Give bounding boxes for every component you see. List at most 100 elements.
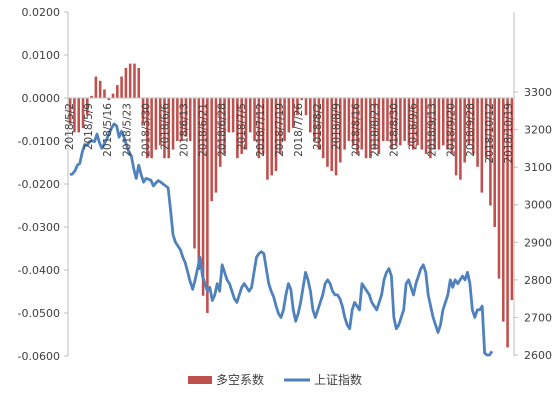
bar <box>471 98 475 154</box>
bar <box>120 76 123 98</box>
bar <box>476 98 479 167</box>
bar <box>206 98 209 313</box>
bar <box>399 98 402 146</box>
x-tick-label: 2018/9/13 <box>427 103 439 157</box>
bar <box>77 98 81 133</box>
x-tick-label: 2018/8/16 <box>350 103 362 157</box>
bar-series <box>68 63 514 348</box>
left-tick-label: -0.0100 <box>18 135 60 148</box>
legend-label-line: 上证指数 <box>314 372 362 387</box>
x-tick-label: 2018/8/30 <box>388 103 400 157</box>
bar <box>244 98 248 150</box>
bar <box>411 98 415 150</box>
right-tick-label: 2700 <box>524 311 552 324</box>
bar <box>253 98 256 141</box>
x-tick-label: 2018/5/16 <box>102 103 114 157</box>
bar <box>480 98 484 193</box>
bar <box>111 93 115 98</box>
bar <box>463 98 466 163</box>
bar <box>493 98 496 227</box>
bar <box>356 98 359 154</box>
left-tick-label: -0.0500 <box>18 307 60 320</box>
bar <box>133 63 136 98</box>
bar <box>98 80 102 98</box>
bar <box>360 98 364 150</box>
bar <box>223 98 226 154</box>
axes: 0.0200 0.0100 0.0000 -0.0100 -0.0200 -0.0300 -… <box>18 6 552 363</box>
bar <box>283 98 286 141</box>
bar <box>124 67 128 98</box>
index-line <box>69 122 494 357</box>
line-series <box>69 122 494 357</box>
left-tick-label: -0.0300 <box>18 221 60 234</box>
left-tick-label: -0.0200 <box>18 178 60 191</box>
bar <box>158 98 162 146</box>
bar <box>343 98 346 150</box>
bar <box>296 98 299 116</box>
bar <box>390 98 394 150</box>
x-tick-label: 2018/6/21 <box>198 103 210 157</box>
bar <box>381 98 385 141</box>
bar <box>257 98 261 159</box>
bar <box>339 98 342 163</box>
bar <box>416 98 419 146</box>
bar <box>437 98 441 150</box>
x-tick-label: 2018/10/19 <box>503 103 515 164</box>
bar <box>377 98 381 154</box>
bar <box>313 98 316 141</box>
x-tick-label: 2018/6/28 <box>217 103 229 157</box>
bar <box>86 98 89 116</box>
bar <box>454 98 458 176</box>
bar <box>489 98 492 206</box>
x-tick-label: 2018/7/19 <box>274 103 286 157</box>
bar <box>176 98 179 141</box>
bar <box>94 76 98 98</box>
bar <box>231 98 235 133</box>
bar <box>304 98 308 116</box>
left-tick-label: 0.0200 <box>22 6 61 19</box>
right-tick-label: 3000 <box>524 199 552 212</box>
bar <box>373 98 376 150</box>
bar <box>184 98 188 137</box>
legend-swatch-bar <box>188 376 212 384</box>
right-tick-label: 2600 <box>524 349 552 362</box>
bar <box>291 98 295 129</box>
x-tick-label: 2018/9/20 <box>446 103 458 157</box>
bar <box>270 98 273 176</box>
bar <box>420 98 424 150</box>
bar <box>236 98 239 159</box>
bar <box>309 98 312 133</box>
x-tick-label: 2018/8/9 <box>331 103 343 150</box>
bar <box>429 98 432 159</box>
bar <box>497 98 501 279</box>
x-tick-label: 2018/5/9 <box>83 103 95 150</box>
bar <box>364 98 368 159</box>
bar <box>326 98 329 167</box>
bar <box>128 63 132 98</box>
bar <box>274 98 278 172</box>
bar <box>81 98 85 129</box>
bar <box>227 98 231 133</box>
right-tick-label: 2800 <box>524 274 552 287</box>
x-tick-label: 2018/8/23 <box>369 103 381 157</box>
x-tick-label: 2018/7/12 <box>255 103 267 157</box>
bar <box>171 98 175 150</box>
x-tick-label: 2018/5/30 <box>140 103 152 157</box>
bar <box>188 98 192 141</box>
x-tick-label: 2018/7/26 <box>293 103 305 157</box>
bar <box>510 98 514 301</box>
bar <box>334 98 338 176</box>
left-tick-label: 0.0100 <box>22 49 61 62</box>
bar <box>73 98 76 133</box>
bar <box>154 98 158 150</box>
bar <box>446 98 449 150</box>
bar <box>218 98 222 167</box>
bar <box>201 98 205 296</box>
bar <box>351 98 355 146</box>
bar <box>90 95 93 98</box>
x-tick-label: 2018/9/28 <box>465 103 477 157</box>
left-tick-label: -0.0400 <box>18 264 60 277</box>
bar <box>68 98 72 124</box>
bar <box>424 98 428 154</box>
